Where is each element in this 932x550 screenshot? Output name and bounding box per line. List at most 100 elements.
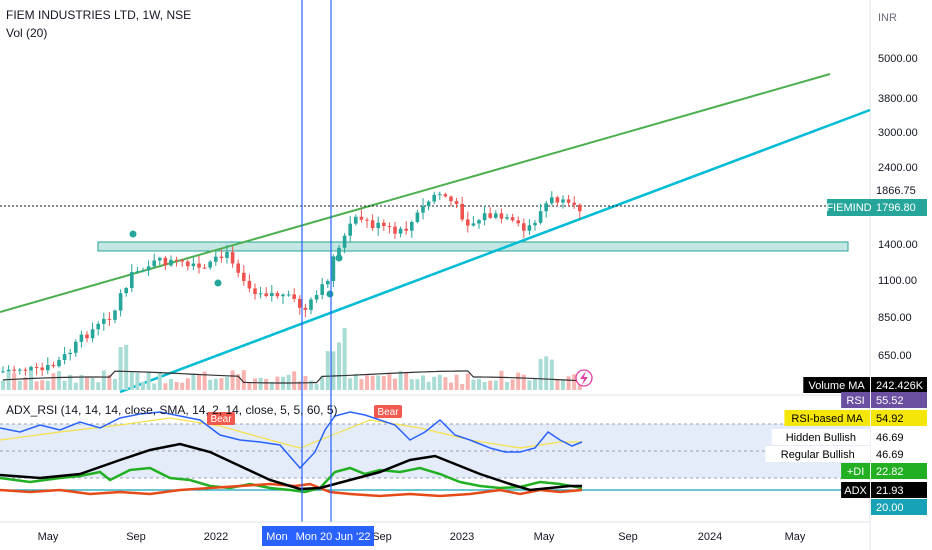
candle-body <box>421 206 425 213</box>
candle-body <box>79 334 84 342</box>
candles-group <box>1 191 582 379</box>
candle-body <box>197 263 201 268</box>
indicator-value: 242.426K <box>876 380 924 392</box>
indicator-name-tag <box>803 377 870 393</box>
candle-body <box>292 294 296 299</box>
volume-bar <box>174 382 179 390</box>
indicator-name: RSI-based MA <box>791 413 863 425</box>
price-tick-label: 650.00 <box>878 350 912 362</box>
volume-bar <box>510 379 515 390</box>
crosshair-time-tag <box>262 526 292 546</box>
indicator-title: ADX_RSI (14, 14, 14, close, SMA, 14, 2, … <box>6 403 338 417</box>
time-tick-label: 2023 <box>450 531 474 543</box>
lightning-icon[interactable] <box>575 369 593 387</box>
volume-bar <box>68 374 73 390</box>
volume-bar <box>353 373 358 390</box>
indicator-name-tag <box>841 463 870 479</box>
candle-body <box>158 257 162 261</box>
candle-body <box>454 201 459 204</box>
volume-bar <box>129 371 134 390</box>
candle-body <box>426 201 431 207</box>
volume-bar <box>62 380 67 390</box>
candle-body <box>34 366 39 368</box>
volume-bar <box>566 376 571 390</box>
currency-label: INR <box>878 12 897 24</box>
volume-bar <box>437 374 442 390</box>
indicator-name: Regular Bullish <box>781 449 855 461</box>
volume-bar <box>197 375 201 390</box>
candle-body <box>533 222 537 226</box>
candle-body <box>219 256 224 258</box>
volume-bar <box>202 371 207 390</box>
volume-bar <box>79 374 84 390</box>
indicator-value-tag <box>871 446 927 462</box>
volume-bar <box>505 381 509 390</box>
volume-bar <box>57 371 61 390</box>
upper-trend-line[interactable] <box>0 73 831 313</box>
volume-bar <box>51 373 56 390</box>
indicator-value: 20.00 <box>876 502 904 514</box>
volume-bar <box>141 381 145 390</box>
candle-body <box>550 197 554 204</box>
candle-body <box>113 310 117 320</box>
candle-body <box>169 259 173 266</box>
volume-bar <box>124 344 129 390</box>
candle-body <box>443 194 448 197</box>
indicator-value-tag <box>871 499 927 515</box>
symbol-tag <box>827 199 871 216</box>
crosshair-time-tag <box>292 526 374 546</box>
volume-bar <box>533 377 537 390</box>
candle-body <box>46 365 50 371</box>
candle-body <box>298 298 302 308</box>
candle-body <box>460 203 464 220</box>
signal-dot <box>326 290 334 298</box>
candle-body <box>107 318 112 320</box>
volume-bar <box>297 381 302 390</box>
indicator-value: 22.82 <box>876 466 904 478</box>
candle-body <box>90 329 95 339</box>
volume-bar <box>477 378 481 390</box>
time-tick-label: 2024 <box>698 531 722 543</box>
volume-bar <box>499 370 504 390</box>
bear-label: Bear <box>374 405 402 418</box>
lower-trend-line[interactable] <box>119 108 871 394</box>
volume-bar <box>538 359 543 390</box>
price-tick-label: 850.00 <box>878 312 912 324</box>
volume-bar <box>157 372 162 390</box>
volume-bar <box>1 380 5 390</box>
indicator-name: RSI <box>846 395 864 407</box>
volume-bar <box>73 382 78 390</box>
candle-body <box>544 203 548 212</box>
indicator-value-tag <box>871 410 927 426</box>
volume-bar <box>393 378 397 390</box>
time-tick-label: Sep <box>618 531 638 543</box>
volume-bar <box>169 379 173 390</box>
candle-body <box>281 294 285 297</box>
svg-text:Bear: Bear <box>377 407 399 418</box>
volume-bar <box>208 379 213 390</box>
candle-body <box>96 323 100 330</box>
candle-body <box>130 272 134 289</box>
volume-bar <box>253 378 257 390</box>
volume-bar <box>572 374 577 390</box>
volume-bar <box>370 375 375 390</box>
candle-body <box>471 223 476 226</box>
volume-bar <box>314 383 319 390</box>
candle-body <box>538 211 543 223</box>
indicator-value-tag <box>871 482 927 498</box>
volume-bar <box>107 375 112 390</box>
rsi-ma-line <box>0 417 582 449</box>
volume-bar <box>404 371 409 390</box>
svg-text:1796.80: 1796.80 <box>876 202 916 214</box>
indicator-value-tag <box>871 377 927 393</box>
volume-bar <box>96 382 101 390</box>
volume-bar <box>113 378 117 390</box>
candle-body <box>214 256 218 262</box>
volume-bar <box>488 380 493 390</box>
support-zone[interactable] <box>97 241 849 252</box>
volume-bar <box>258 377 263 390</box>
time-tick-label: May <box>534 531 555 543</box>
candle-body <box>264 293 268 297</box>
candle-body <box>561 199 565 203</box>
